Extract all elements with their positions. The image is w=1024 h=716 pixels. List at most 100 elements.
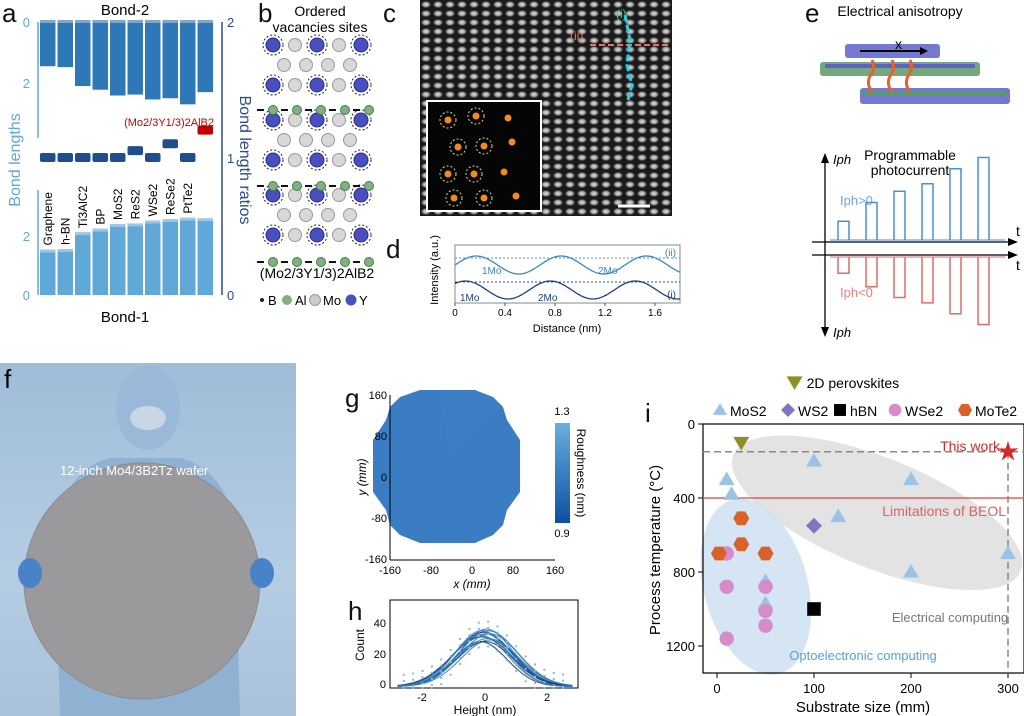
panel-b-structure: Ordered vacancies sites (Mo2/3Y1/3)2AlB2…: [257, 3, 377, 308]
histogram-point: [430, 684, 433, 687]
mote2-point: [733, 537, 750, 552]
wse2-point: [719, 631, 734, 646]
yttrium-atom: [309, 152, 325, 168]
tick-label: 2: [544, 692, 550, 704]
bond2-bar: [145, 22, 161, 100]
molybdenum-atom: [332, 38, 346, 52]
histogram-point: [487, 639, 490, 642]
histogram-point: [440, 670, 443, 673]
molybdenum-atom: [288, 113, 302, 127]
panel-label-c: c: [383, 0, 396, 28]
molybdenum-atom: [277, 208, 291, 222]
gaussian-fit: [397, 631, 573, 687]
histogram-point: [515, 670, 518, 673]
mos2-point: [903, 564, 919, 578]
positive-pulse: [865, 201, 878, 240]
vacancy-marker: [306, 149, 328, 171]
tick-label: 0: [688, 417, 695, 432]
histogram-point: [496, 631, 499, 634]
histogram-point: [430, 687, 433, 689]
mote2-point: [757, 546, 774, 561]
yttrium-atom: [265, 77, 281, 93]
tick-label: 0: [381, 472, 387, 484]
histogram-point: [487, 645, 490, 648]
vacancy-marker: [350, 149, 372, 171]
bar-top-face: [197, 20, 213, 23]
bond2-bar: [57, 22, 73, 68]
histogram-point: [468, 634, 471, 637]
wse2-point: [758, 579, 773, 594]
plot-frame: [702, 423, 1024, 674]
tick-label: 0: [713, 681, 720, 696]
bond2-bar: [75, 22, 91, 87]
molybdenum-atom: [343, 208, 357, 222]
legend-label: 2D perovskites: [807, 375, 900, 391]
yttrium-atom: [309, 77, 325, 93]
panel-label-i: i: [645, 398, 651, 428]
histogram-point: [468, 640, 471, 643]
legend-label: hBN: [850, 403, 877, 419]
y-axis-label: Process temperature (°C): [647, 465, 664, 635]
mos2-point: [1000, 545, 1016, 560]
histogram-point: [562, 687, 565, 689]
negative-pulse: [893, 257, 906, 299]
tick-label: 20: [374, 649, 386, 661]
marker-i: (i): [616, 7, 627, 21]
yttrium-legend-icon: [345, 294, 357, 306]
yttrium-atom: [265, 152, 281, 168]
bar-top-face: [92, 228, 108, 232]
colorbar-min: 0.9: [554, 528, 569, 540]
left-axis-label: Bond lengths: [7, 113, 24, 206]
bar-top-face: [127, 20, 143, 23]
molybdenum-atom: [332, 153, 346, 167]
fft-inset: [426, 100, 542, 212]
boron-legend-icon: [260, 298, 264, 302]
curve-label-ii: (ii): [665, 248, 676, 259]
bar-top-face: [57, 248, 73, 252]
aluminum-atom: [340, 257, 350, 267]
bond1-bar: [40, 251, 56, 295]
histogram-point: [552, 687, 555, 689]
molybdenum-atom: [321, 58, 335, 72]
panel-i-scatter-chart: 0 400 800 1200 0 100 200 300 Substrate size (mm)…: [647, 375, 1024, 716]
molybdenum-atom: [288, 38, 302, 52]
bond2-bar: [180, 22, 196, 105]
histogram-point: [505, 646, 508, 649]
bond1-title: Bond-1: [101, 309, 149, 326]
legend-label: WS2: [798, 403, 829, 419]
histogram-point: [421, 682, 424, 685]
vacancy-marker: [306, 109, 328, 131]
molybdenum-atom: [343, 58, 357, 72]
panel-label-a: a: [2, 0, 17, 28]
bar-top-face: [180, 217, 196, 221]
fft-spot: [454, 143, 462, 151]
yttrium-atom: [309, 227, 325, 243]
tick-label: 0: [227, 288, 234, 303]
material-label: Ti3AlC2: [76, 186, 90, 229]
tick-label: 0: [482, 692, 488, 704]
tick-label: 0: [452, 308, 458, 319]
fft-spot-circle: [449, 138, 467, 156]
positive-label: Iph>0: [840, 193, 873, 208]
this-work-point: [997, 440, 1019, 461]
aluminum-atom: [364, 257, 374, 267]
histogram-point: [562, 673, 565, 676]
histogram-point: [534, 675, 536, 678]
title: Electrical anisotropy: [837, 3, 962, 19]
histogram-point: [477, 621, 480, 624]
ratio-tile: [145, 153, 161, 162]
bar-top-face: [110, 20, 126, 23]
right-axis-label: Bond length ratios: [236, 96, 253, 225]
tick-label: 0: [380, 679, 386, 691]
vacancy-marker: [262, 34, 284, 56]
fft-spot: [444, 116, 452, 124]
vacancy-marker: [262, 184, 284, 206]
2d-perovskites-point: [733, 436, 750, 451]
annotation: 2Mo: [538, 293, 558, 304]
histogram-point: [496, 650, 499, 653]
yttrium-atom: [265, 37, 281, 53]
this-work-label: This work: [940, 438, 1001, 454]
histogram-point: [402, 686, 405, 689]
tick-label: -80: [423, 565, 439, 577]
mos2-point: [830, 508, 847, 523]
